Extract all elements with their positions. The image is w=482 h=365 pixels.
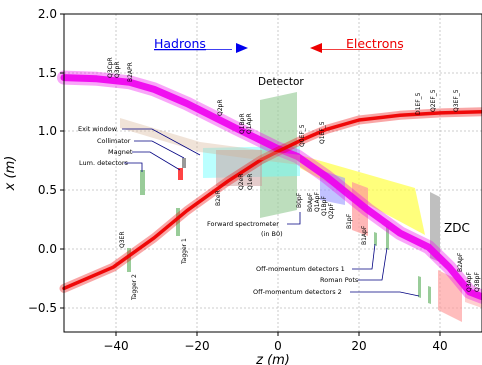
beamlines (57, 70, 482, 304)
hadrons-legend: Hadrons (154, 36, 248, 53)
off-momentum-2-label: Off-momentum detectors 2 (253, 288, 342, 296)
magnet-label: Q1eR (247, 174, 254, 190)
magnet-label: B2APR (127, 62, 134, 82)
b1-magnet (352, 182, 368, 236)
forward-spectrometer-label: Forward spectrometer (207, 220, 279, 228)
magnet-label: Tagger 2 (131, 274, 138, 301)
forward-spectrometer-sublabel: (in B0) (261, 230, 283, 238)
magnet-label: B0pF (296, 192, 303, 208)
lum-detector-left (140, 170, 145, 195)
arrow-left-icon (310, 43, 322, 53)
zdc-block (430, 192, 440, 262)
magnet-label: Q1ApF (314, 192, 321, 212)
y-ticks (60, 13, 64, 309)
magnet-labels: Q3CpR Q3pR B2APR Q2pR Q1BpR Q1ApR Q0EF_5… (107, 57, 481, 301)
x-axis-label: z (m) (255, 353, 290, 365)
magnet-label: Q2EF_5 (430, 89, 437, 112)
off-momentum-2 (418, 276, 421, 298)
plot-area (57, 13, 482, 332)
axes-frame (63, 13, 482, 333)
y-tick-label: 2.0 (38, 7, 57, 21)
arrow-right-icon (236, 43, 248, 53)
magnet-label: B2eR (215, 190, 222, 206)
om2b (428, 286, 431, 304)
lum-detectors-label: Lum. detectors (79, 159, 129, 167)
y-tick-label: 0.5 (38, 183, 57, 197)
magnet-label: Q2pR (217, 99, 224, 116)
x-tick-label: −40 (103, 339, 128, 353)
electron-beam (62, 110, 482, 291)
beam-envelope (120, 118, 300, 165)
roman-pots (386, 226, 389, 250)
magnet-callout-label: Magnet (108, 148, 133, 156)
magnet-label: Q3ER (119, 232, 126, 249)
off-momentum-1-label: Off-momentum detectors 1 (256, 265, 345, 273)
off-momentum-1 (374, 232, 377, 246)
y-tick-label: −0.5 (28, 301, 57, 315)
magnet-label: Q3EF_5 (453, 89, 460, 112)
x-tick-label: −20 (184, 339, 209, 353)
magnet-label: Q1ApR (246, 113, 253, 134)
b0-region (216, 150, 262, 186)
magnet-label: Q3ApF (466, 272, 473, 292)
exit-window-label: Exit window (78, 125, 118, 133)
detector-label: Detector (258, 76, 304, 88)
magnet-label: Q3BpF (474, 272, 481, 292)
x-tick-label: 0 (274, 339, 282, 353)
b2apf-magnet (438, 270, 462, 322)
magnet-red (178, 168, 183, 180)
y-tick-label: 1.5 (38, 66, 57, 80)
magnet-label: Q3pR (114, 61, 121, 78)
detector-volume (260, 92, 297, 218)
magnet-label: Q2pF (328, 203, 335, 219)
magnet-label: B2ApF (457, 252, 464, 272)
magnet-label: Q1BpR (239, 113, 246, 134)
roman-pots-label: Roman Pots (320, 276, 359, 284)
magnet-label: B0ApF (307, 192, 314, 212)
magnet-label: Q3CpR (107, 57, 114, 78)
collimator-label: Collimator (97, 137, 131, 145)
magnet-label: Q0EF_5 (299, 124, 306, 147)
magnet-label: B1pF (346, 213, 353, 229)
electrons-label: Electrons (346, 36, 404, 51)
x-tick-label: 40 (432, 339, 447, 353)
hadron-beam (60, 74, 482, 301)
x-ticks (115, 332, 441, 336)
x-tick-label: 20 (351, 339, 366, 353)
callouts: Exit window Collimator Magnet Lum. detec… (78, 125, 420, 297)
y-tick-label: 0.0 (38, 242, 57, 256)
tagger-2-box (127, 248, 131, 272)
magnet-label: D1EF_5 (415, 92, 422, 115)
zdc-label: ZDC (444, 221, 470, 235)
magnet-label: Tagger 1 (181, 238, 188, 265)
hadrons-label: Hadrons (154, 36, 206, 51)
electrons-legend: Electrons (310, 36, 404, 53)
collimator (182, 158, 186, 168)
magnet-label: Q1EF_5 (319, 121, 326, 144)
tagger-1-box (176, 208, 180, 236)
y-axis-label: x (m) (3, 156, 18, 192)
magnet-label: Q1BpF (321, 196, 328, 216)
magnet-label: B1ApF (361, 225, 368, 245)
magnet-label: Q2eR (238, 174, 245, 190)
y-tick-label: 1.0 (38, 124, 57, 138)
